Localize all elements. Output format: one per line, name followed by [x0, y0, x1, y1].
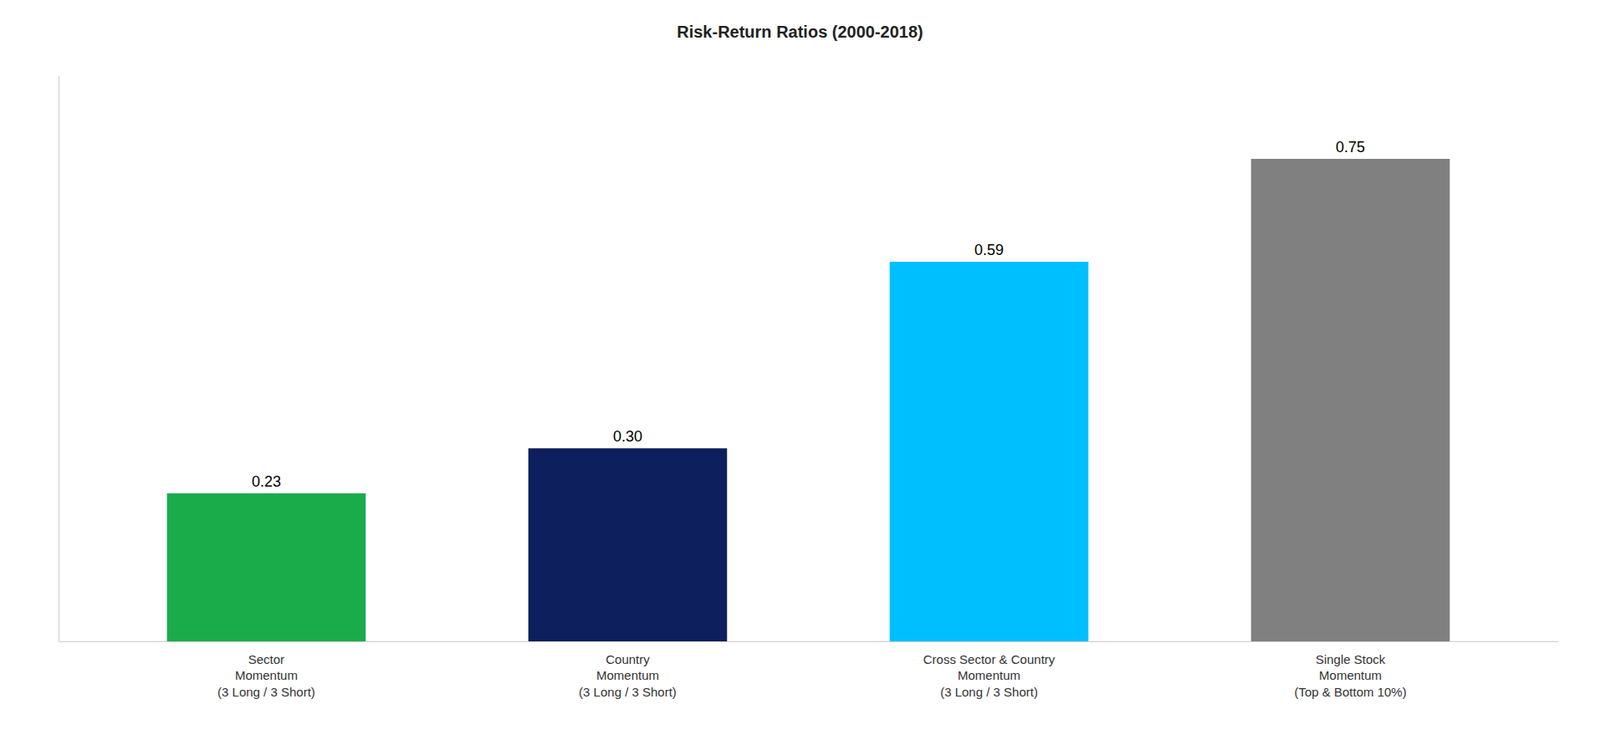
x-tick-label-line: Momentum — [957, 668, 1021, 683]
y-axis — [58, 76, 60, 643]
x-tick: SectorMomentum(3 Long / 3 Short) — [217, 652, 316, 700]
chart: Risk-Return Ratios (2000-2018)0.230.300.… — [0, 0, 1600, 750]
x-tick-label: CountryMomentum(3 Long / 3 Short) — [578, 652, 677, 700]
data-label: 0.59 — [974, 241, 1004, 259]
x-tick-label-line: (3 Long / 3 Short) — [578, 684, 677, 700]
x-tick-label-line: Country — [605, 652, 650, 667]
plot: 0.230.300.590.75SectorMomentum(3 Long / … — [59, 76, 1560, 700]
x-tick-label: SectorMomentum(3 Long / 3 Short) — [217, 652, 316, 700]
x-axis: SectorMomentum(3 Long / 3 Short)CountryM… — [59, 642, 1560, 700]
data-label: 0.75 — [1335, 138, 1365, 156]
y-axis-line — [58, 76, 60, 643]
x-tick: Single StockMomentum(Top & Bottom 10%) — [1293, 652, 1406, 700]
x-tick-label-line: Cross Sector & Country — [923, 652, 1056, 667]
x-tick-label-line: Single Stock — [1315, 652, 1386, 667]
data-label: 0.30 — [613, 428, 643, 445]
x-tick-label-line: (Top & Bottom 10%) — [1293, 684, 1406, 700]
bar — [528, 448, 728, 642]
x-tick-label: Single StockMomentum(Top & Bottom 10%) — [1293, 652, 1406, 700]
x-tick-label-line: Momentum — [596, 668, 660, 683]
data-label: 0.23 — [251, 473, 282, 491]
x-tick-label-line: (3 Long / 3 Short) — [940, 684, 1038, 700]
bars — [167, 158, 1451, 642]
x-axis-line — [59, 641, 1560, 643]
x-tick: Cross Sector & CountryMomentum(3 Long / … — [923, 652, 1056, 700]
x-tick: CountryMomentum(3 Long / 3 Short) — [578, 652, 677, 700]
bar — [167, 493, 367, 642]
bar — [889, 261, 1089, 642]
x-tick-label-line: Momentum — [1318, 668, 1382, 683]
x-tick-label: Cross Sector & CountryMomentum(3 Long / … — [923, 652, 1056, 700]
data-labels: 0.23 0.30 0.59 0.75 — [251, 138, 1365, 491]
title: Risk-Return Ratios (2000-2018) — [676, 22, 924, 41]
x-tick-label-line: (3 Long / 3 Short) — [217, 684, 316, 700]
x-tick-label-line: Momentum — [235, 668, 298, 683]
bar — [1251, 158, 1451, 642]
x-tick-label-line: Sector — [248, 652, 285, 667]
